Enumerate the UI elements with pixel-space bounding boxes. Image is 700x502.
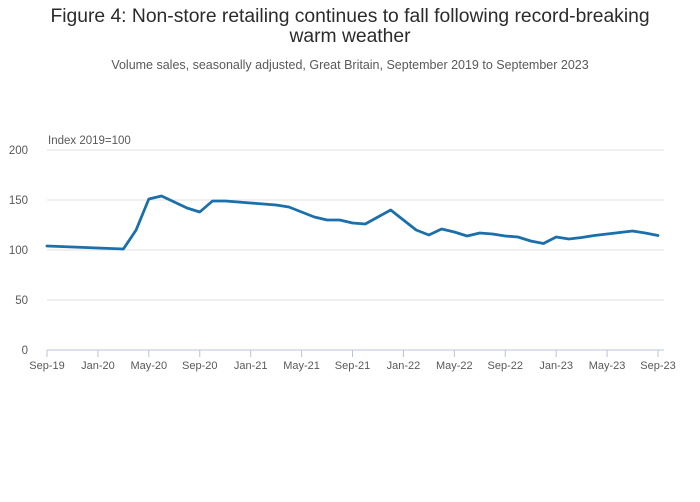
svg-text:May-21: May-21 [283,360,320,372]
svg-text:100: 100 [9,245,28,257]
svg-text:Sep-19: Sep-19 [29,360,64,372]
svg-text:Jan-23: Jan-23 [539,360,573,372]
svg-text:Jan-21: Jan-21 [234,360,268,372]
svg-text:Jan-20: Jan-20 [81,360,115,372]
svg-text:0: 0 [22,345,28,357]
svg-text:Index 2019=100: Index 2019=100 [48,135,131,147]
svg-text:May-20: May-20 [130,360,167,372]
svg-text:Sep-20: Sep-20 [182,360,217,372]
svg-text:May-22: May-22 [436,360,473,372]
svg-text:May-23: May-23 [589,360,626,372]
svg-text:200: 200 [9,145,28,157]
svg-text:Sep-23: Sep-23 [640,360,675,372]
svg-text:Sep-22: Sep-22 [488,360,523,372]
svg-text:50: 50 [15,295,28,307]
svg-text:Jan-22: Jan-22 [387,360,421,372]
svg-text:150: 150 [9,195,28,207]
svg-text:Sep-21: Sep-21 [335,360,370,372]
